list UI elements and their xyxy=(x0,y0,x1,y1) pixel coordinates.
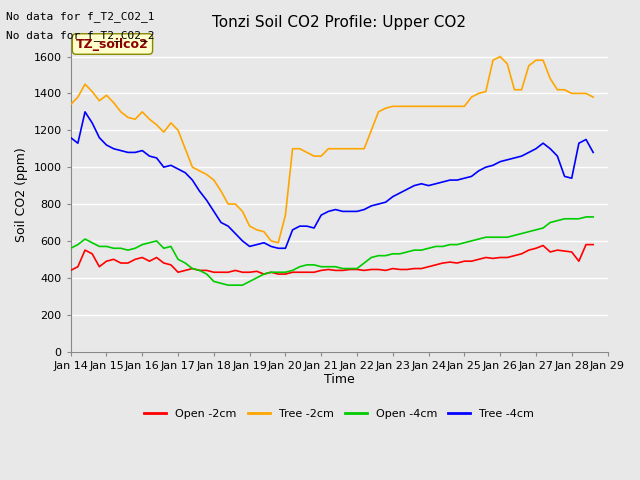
Text: No data for f_T2_CO2_1: No data for f_T2_CO2_1 xyxy=(6,11,155,22)
Title: Tonzi Soil CO2 Profile: Upper CO2: Tonzi Soil CO2 Profile: Upper CO2 xyxy=(212,15,466,30)
Text: TZ_soilco2: TZ_soilco2 xyxy=(76,37,149,50)
Text: No data for f_T2_CO2_2: No data for f_T2_CO2_2 xyxy=(6,30,155,41)
Legend: Open -2cm, Tree -2cm, Open -4cm, Tree -4cm: Open -2cm, Tree -2cm, Open -4cm, Tree -4… xyxy=(140,404,539,423)
X-axis label: Time: Time xyxy=(324,373,355,386)
Y-axis label: Soil CO2 (ppm): Soil CO2 (ppm) xyxy=(15,147,28,242)
